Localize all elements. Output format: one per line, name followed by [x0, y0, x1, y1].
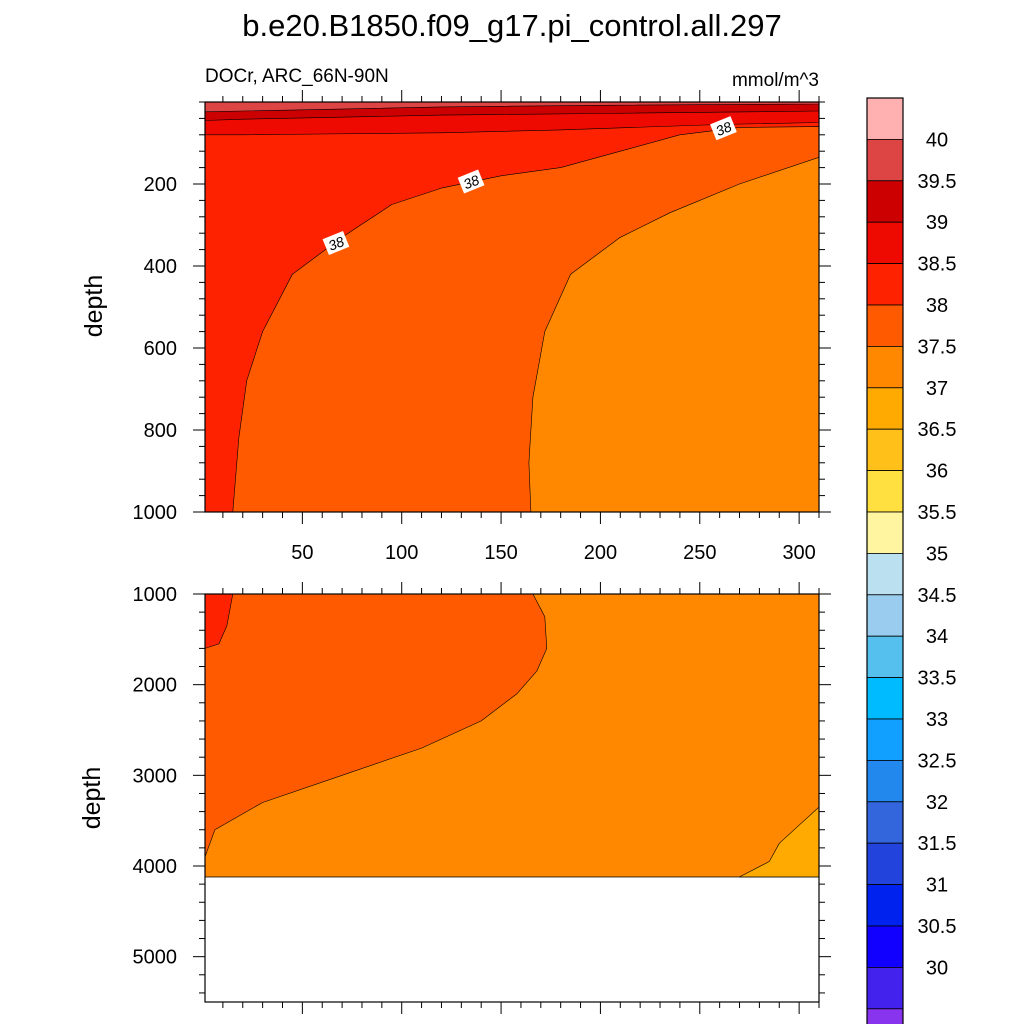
colorbar-label: 30.5 — [918, 916, 957, 938]
colorbar-label: 32 — [926, 792, 948, 814]
colorbar-label: 35 — [926, 543, 948, 565]
colorbar-box — [866, 138, 904, 182]
y-tick-label: 4000 — [133, 856, 178, 878]
y-tick-label: 400 — [144, 256, 177, 278]
colorbar-label: 37 — [926, 378, 948, 400]
y-tick-label: 1000 — [133, 502, 178, 524]
colorbar-label: 34 — [926, 626, 948, 648]
colorbar-label: 36 — [926, 461, 948, 483]
colorbar-label: 39.5 — [918, 171, 957, 193]
colorbar-box — [866, 180, 904, 223]
colorbar-label: 38.5 — [918, 254, 957, 276]
upper-contour-fills — [205, 102, 819, 512]
colorbar-label: 35.5 — [918, 502, 957, 524]
svg-text:38: 38 — [326, 233, 347, 254]
contour-label: 38 — [322, 230, 350, 255]
colorbar-label: 30 — [926, 957, 948, 979]
contour-region-39-5 — [205, 102, 819, 113]
colorbar-box — [866, 470, 904, 513]
colorbar: 40 39.5 39 38.5 38 37.5 37 36.5 36 35.5 35 34.5 34 33… — [866, 97, 957, 1024]
lower-depth-panel: 1000 2000 3000 4000 5000 — [133, 582, 831, 1014]
colorbar-box — [866, 1008, 904, 1024]
colorbar-box — [866, 718, 904, 761]
x-tick-label: 300 — [782, 542, 815, 564]
colorbar-label: 33 — [926, 709, 948, 731]
colorbar-box — [866, 263, 904, 306]
contour-region-37 — [528, 157, 819, 512]
colorbar-box — [866, 677, 904, 720]
contour-label: 38 — [710, 116, 737, 141]
y-tick-label: 3000 — [133, 765, 178, 787]
colorbar-label: 34.5 — [918, 585, 957, 607]
y-tick-label: 200 — [144, 174, 177, 196]
svg-text:38: 38 — [713, 118, 734, 139]
colorbar-label: 31.5 — [918, 833, 957, 855]
contour-label: 38 — [457, 169, 485, 194]
colorbar-label: 40 — [926, 129, 948, 151]
contour-region-36-5 — [739, 806, 819, 878]
colorbar-box — [866, 967, 904, 1010]
x-tick-label: 50 — [291, 542, 313, 564]
colorbar-label: 37.5 — [918, 336, 957, 358]
colorbar-box — [866, 635, 904, 679]
colorbar-label: 31 — [926, 875, 948, 897]
lower-contour-fills — [205, 594, 819, 878]
y-tick-label: 800 — [144, 420, 177, 442]
upper-depth-panel: 38 38 38 200 400 600 800 1000 50 100 150 200 250 300 — [133, 90, 831, 564]
y-axis-label-upper: depth — [80, 275, 108, 338]
y-tick-label: 1000 — [133, 584, 178, 606]
units-subtitle: mmol/m^3 — [732, 70, 819, 91]
variable-region-subtitle: DOCr, ARC_66N-90N — [205, 66, 389, 87]
figure-title: b.e20.B1850.f09_g17.pi_control.all.297 — [242, 8, 782, 43]
colorbar-box — [866, 884, 904, 927]
colorbar-label: 38 — [926, 295, 948, 317]
y-tick-label: 2000 — [133, 675, 178, 697]
x-tick-label: 150 — [484, 542, 517, 564]
colorbar-label: 39 — [926, 212, 948, 234]
colorbar-label: 36.5 — [918, 419, 957, 441]
x-tick-label: 200 — [584, 542, 617, 564]
colorbar-box — [866, 428, 904, 472]
colorbar-box — [866, 760, 904, 803]
x-tick-label: 100 — [385, 542, 418, 564]
contour-region-37 — [205, 594, 819, 878]
x-tick-label: 250 — [683, 542, 716, 564]
y-tick-label: 600 — [144, 338, 177, 360]
colorbar-box — [866, 594, 904, 637]
colorbar-box — [866, 221, 904, 264]
colorbar-box — [866, 553, 904, 596]
y-tick-label: 5000 — [133, 947, 178, 969]
colorbar-box — [866, 925, 904, 968]
contour-region-38 — [205, 594, 234, 649]
colorbar-box — [866, 97, 904, 140]
colorbar-box — [866, 842, 904, 886]
colorbar-box — [866, 801, 904, 844]
lower-plot-frame — [204, 593, 820, 1003]
colorbar-box — [866, 387, 904, 430]
svg-text:38: 38 — [461, 172, 482, 193]
colorbar-box — [866, 345, 904, 389]
colorbar-label: 32.5 — [918, 750, 957, 772]
colorbar-box — [866, 511, 904, 554]
colorbar-box — [866, 304, 904, 347]
upper-plot-frame — [204, 101, 820, 513]
y-axis-label-lower: depth — [78, 767, 106, 830]
colorbar-label: 33.5 — [918, 668, 957, 690]
